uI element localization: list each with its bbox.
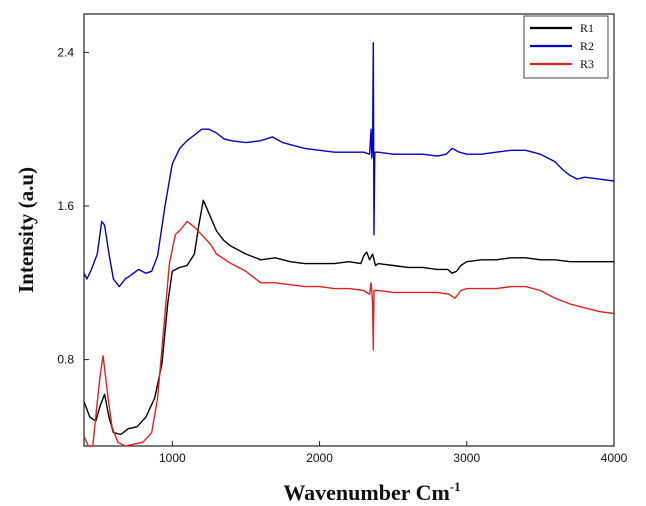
x-axis-title-superscript: -1 (450, 479, 461, 494)
x-tick-label: 3000 (453, 451, 480, 465)
y-tick-label: 1.6 (57, 199, 74, 213)
x-tick-label: 4000 (601, 451, 628, 465)
y-tick-label: 0.8 (57, 353, 74, 367)
legend-label-r2: R2 (580, 39, 594, 53)
series-line-r2 (83, 42, 615, 288)
y-tick-label: 2.4 (57, 45, 74, 59)
x-axis-title: Wavenumber Cm-1 (283, 479, 460, 505)
x-tick-label: 1000 (159, 451, 186, 465)
series-line-r1 (83, 199, 614, 436)
series-layer (83, 42, 615, 447)
y-axis-title: Intensity (a.u) (14, 167, 38, 293)
legend-label-r1: R1 (580, 21, 594, 35)
x-tick-label: 2000 (306, 451, 333, 465)
series-line-r3 (83, 220, 615, 447)
tick-layer: 1000 2000 3000 4000 0.8 1.6 2.4 (57, 45, 627, 465)
legend-label-r3: R3 (580, 57, 594, 71)
legend: R1 R2 R3 (523, 15, 609, 79)
plot-frame (83, 13, 615, 447)
